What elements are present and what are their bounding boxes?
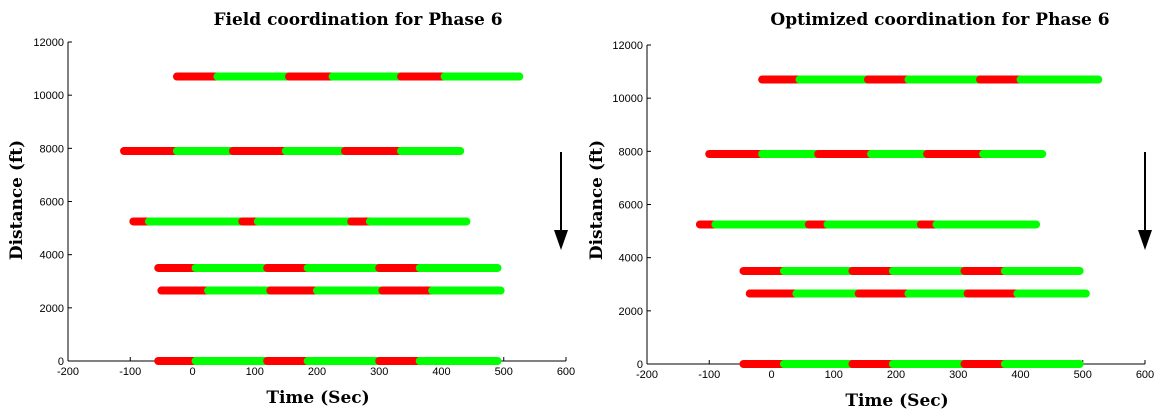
y-tick-label: 4000 [619,253,643,265]
data-series [120,72,524,365]
x-tick-label: 0 [768,369,774,381]
y-tick-label: 2000 [40,303,64,315]
x-tick-label: 600 [1136,369,1154,381]
x-tick-label: 400 [1011,369,1029,381]
y-tick-label: 12000 [612,40,643,52]
x-tick-label: 200 [887,369,905,381]
y-tick-label: 0 [637,359,643,371]
y-tick-label: 6000 [40,197,64,209]
arrow-head [554,230,568,250]
tick-labels: -200 -100 0 100 200 300 400 500 6000200040006000… [612,40,1154,381]
data-series [695,75,1103,368]
x-tick-label: 400 [432,366,450,378]
y-tick-label: 10000 [612,93,643,105]
x-tick-label: 300 [370,366,388,378]
axes [646,45,1145,365]
x-tick-label: 200 [308,366,326,378]
y-tick-label: 10000 [33,90,64,102]
y-tick-label: 0 [58,356,64,368]
direction-arrow [1138,152,1152,250]
y-tick-label: 2000 [619,306,643,318]
chart-field-coordination: Field coordination for Phase 6 Time (Sec… [7,10,575,408]
arrow-head [1138,230,1152,250]
x-tick-label: 100 [825,369,843,381]
y-tick-label: 4000 [40,250,64,262]
y-tick-label: 8000 [40,143,64,155]
x-tick-label: 500 [1074,369,1092,381]
x-tick-label: -100 [698,369,720,381]
y-tick-label: 8000 [619,146,643,158]
tick-labels: -200 -100 0 100 200 300 400 500 6000200040006000… [33,37,575,378]
y-axis-label: Distance (ft) [587,140,607,260]
chart-optimized-coordination: Optimized coordination for Phase 6 Time … [587,10,1154,411]
axes [67,42,566,362]
x-axis-label: Time (Sec) [266,388,369,408]
chart-title: Field coordination for Phase 6 [213,10,502,30]
y-tick-label: 6000 [619,200,643,212]
x-tick-label: 600 [557,366,575,378]
x-tick-label: -200 [636,369,658,381]
x-axis-label: Time (Sec) [845,391,948,411]
chart-title: Optimized coordination for Phase 6 [770,10,1109,30]
y-tick-label: 12000 [33,37,64,49]
x-tick-label: 300 [949,369,967,381]
x-tick-label: -100 [119,366,141,378]
direction-arrow [554,152,568,250]
x-tick-label: 500 [495,366,513,378]
x-tick-label: 0 [189,366,195,378]
y-axis-label: Distance (ft) [7,140,27,260]
x-tick-label: -200 [57,366,79,378]
x-tick-label: 100 [246,366,264,378]
